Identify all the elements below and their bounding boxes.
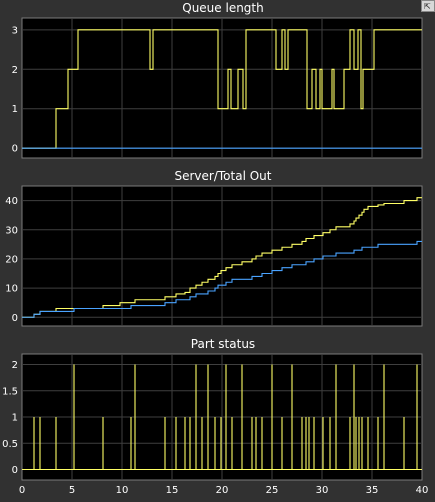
- y-tick-labels: 0 0.5 1 1.5 2: [2, 360, 18, 476]
- y-tick-label: 3: [12, 25, 18, 36]
- y-tick-label: 1: [12, 413, 18, 424]
- yellow-series-line: [22, 29, 422, 149]
- x-tick-label: 35: [366, 485, 379, 496]
- x-tick-label: 5: [69, 485, 75, 496]
- plot-lines: [22, 29, 422, 149]
- y-tick-label: 40: [5, 196, 18, 207]
- panel-title: Queue length: [182, 1, 264, 15]
- y-tick-label: 2: [12, 360, 18, 371]
- y-tick-labels: 0 1 2 3: [12, 25, 18, 154]
- panel-part-status: Part status 0 0.5 1 1.5 2 0 5 10 15 20 25 30 35 40: [2, 337, 428, 496]
- y-tick-label: 2: [12, 65, 18, 76]
- x-tick-label: 15: [166, 485, 179, 496]
- yellow-series-line: [22, 364, 422, 471]
- undock-button[interactable]: ⇱: [421, 0, 435, 12]
- y-tick-labels: 0 10 20 30 40: [5, 196, 18, 324]
- x-tick-label: 40: [416, 485, 429, 496]
- yellow-series-line: [22, 197, 422, 318]
- y-tick-label: 0: [12, 313, 18, 324]
- y-tick-label: 0: [12, 144, 18, 155]
- x-tick-label: 20: [216, 485, 229, 496]
- x-tick-label: 30: [316, 485, 329, 496]
- plot-lines: [22, 364, 422, 471]
- x-tick-label: 25: [266, 485, 279, 496]
- panel-server-total-out: Server/Total Out 0 10 20 30 40: [5, 169, 423, 327]
- panel-queue-length: Queue length 0 1 2 3: [12, 1, 423, 159]
- panel-title: Server/Total Out: [175, 169, 272, 183]
- y-tick-label: 20: [5, 254, 18, 265]
- y-tick-label: 0.5: [2, 439, 18, 450]
- y-tick-label: 10: [5, 284, 18, 295]
- y-tick-label: 1.5: [2, 386, 18, 397]
- y-tick-label: 1: [12, 104, 18, 115]
- x-tick-label: 10: [116, 485, 129, 496]
- blue-series-line: [22, 240, 422, 318]
- y-tick-label: 30: [5, 225, 18, 236]
- x-tick-label: 0: [19, 485, 25, 496]
- x-tick-labels: 0 5 10 15 20 25 30 35 40: [19, 485, 429, 496]
- plot-lines: [22, 197, 422, 318]
- y-tick-label: 0: [12, 465, 18, 476]
- panel-title: Part status: [191, 337, 255, 351]
- undock-icon: ⇱: [424, 2, 431, 11]
